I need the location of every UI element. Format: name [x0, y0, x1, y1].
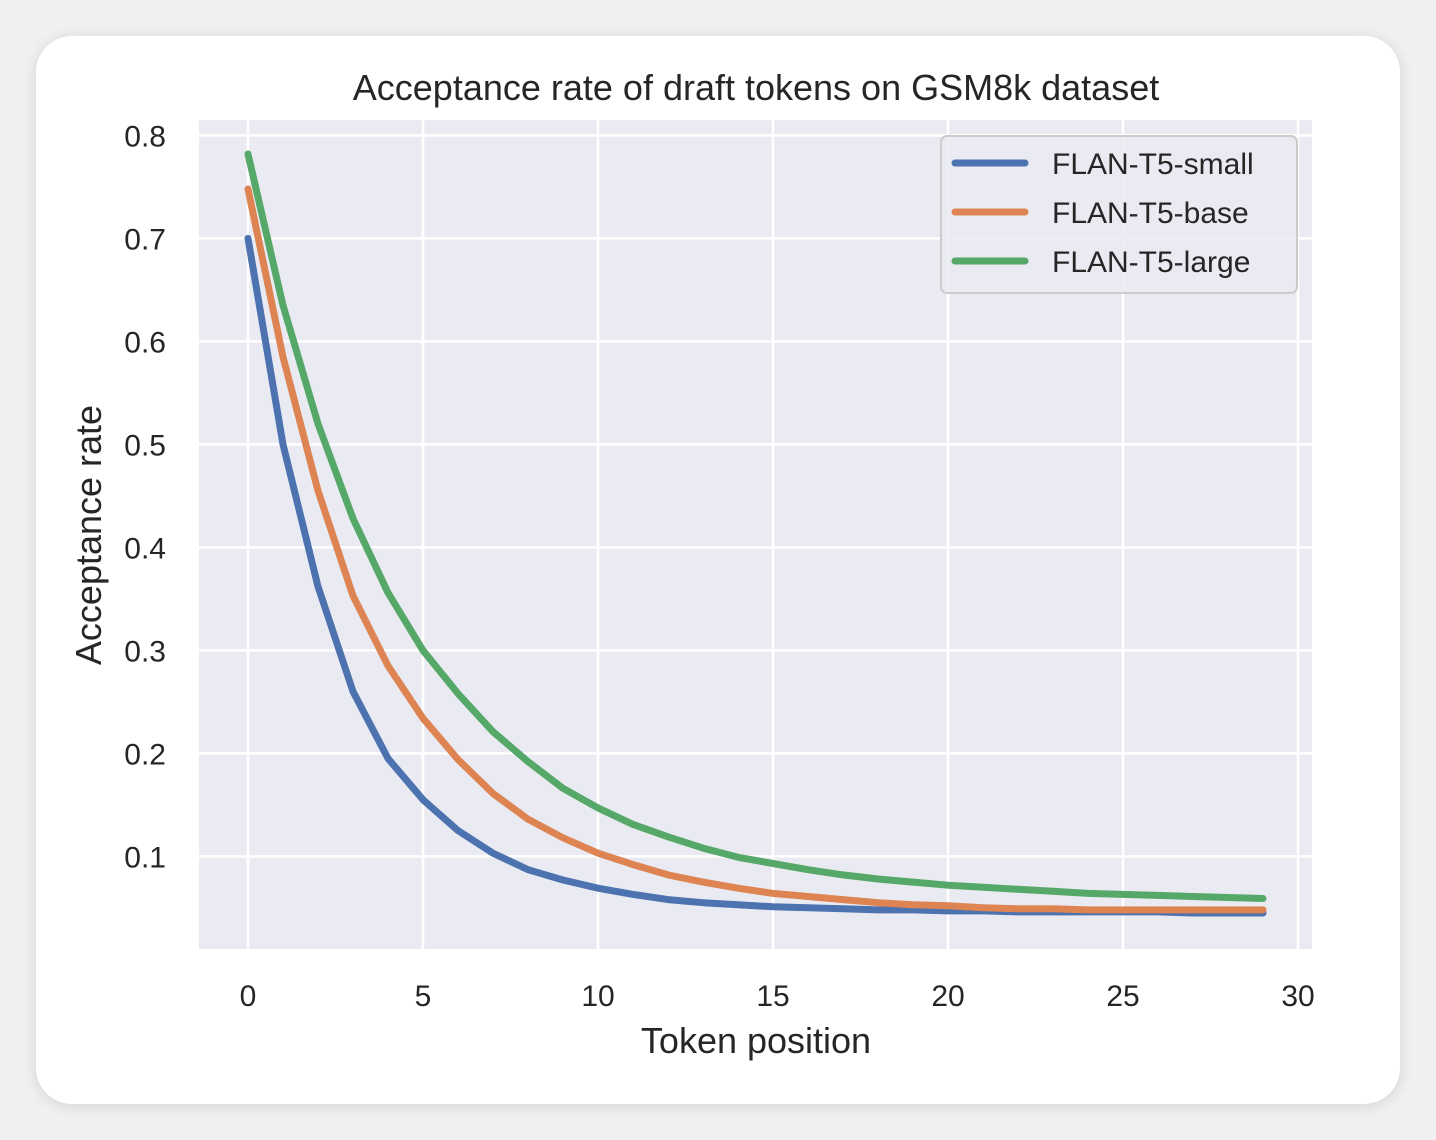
y-axis-label: Acceptance rate — [68, 405, 109, 665]
series-lines — [244, 150, 1267, 917]
x-axis-ticks: 0 5 10 15 20 25 30 — [240, 980, 1315, 1013]
x-tick-label: 30 — [1281, 980, 1314, 1013]
series-line-3 — [244, 150, 1267, 902]
x-tick-label: 20 — [931, 980, 964, 1013]
y-axis-ticks: 0.1 0.2 0.3 0.4 0.5 0.6 0.7 0.8 — [124, 120, 166, 874]
legend: FLAN-T5-small FLAN-T5-base FLAN-T5-large — [940, 135, 1298, 294]
x-tick-label: 15 — [756, 980, 789, 1013]
y-tick-label: 0.7 — [124, 223, 166, 256]
legend-label: FLAN-T5-small — [1052, 148, 1254, 181]
y-tick-label: 0.5 — [124, 429, 166, 462]
y-tick-label: 0.8 — [124, 120, 166, 153]
x-tick-label: 10 — [581, 980, 614, 1013]
series-line-2 — [244, 185, 1267, 914]
legend-box — [940, 135, 1298, 294]
chart-title: Acceptance rate of draft tokens on GSM8k… — [353, 67, 1159, 108]
legend-label: FLAN-T5-base — [1052, 197, 1249, 230]
x-tick-label: 25 — [1106, 980, 1139, 1013]
x-tick-label: 5 — [415, 980, 432, 1013]
legend-label: FLAN-T5-large — [1052, 246, 1250, 279]
y-tick-label: 0.3 — [124, 635, 166, 668]
x-axis-label: Token position — [641, 1020, 871, 1061]
x-tick-label: 0 — [240, 980, 257, 1013]
y-tick-label: 0.6 — [124, 326, 166, 359]
y-tick-label: 0.2 — [124, 738, 166, 771]
y-tick-label: 0.4 — [124, 532, 166, 565]
y-tick-label: 0.1 — [124, 841, 166, 874]
